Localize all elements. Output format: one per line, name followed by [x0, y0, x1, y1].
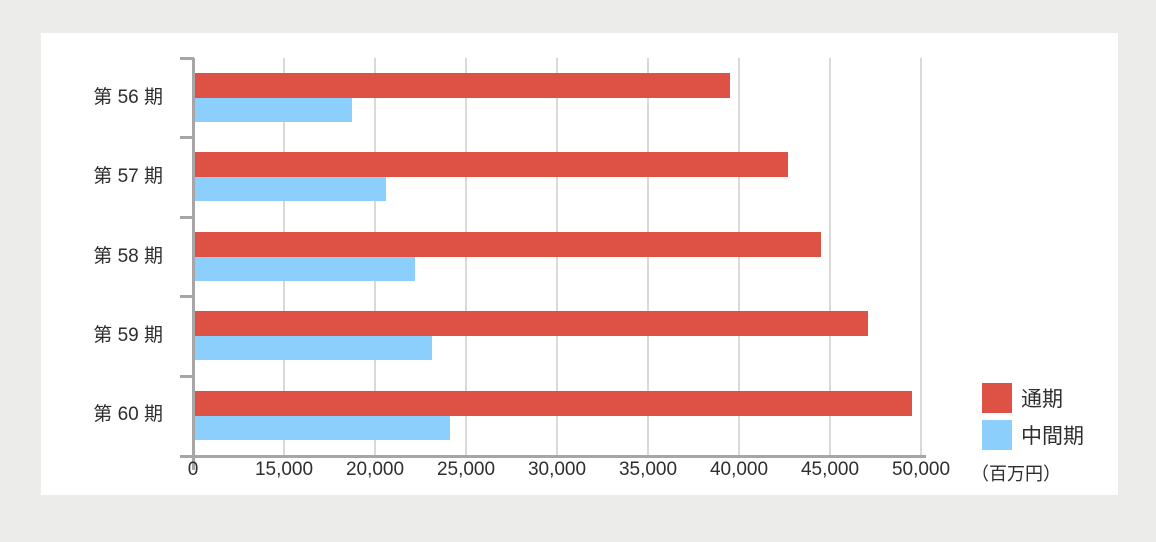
bar-full-year [195, 311, 868, 337]
x-tick-label: 30,000 [527, 459, 587, 480]
legend-label: 中間期 [1021, 425, 1084, 448]
category-tick [180, 374, 194, 378]
chart-panel: 第 56 期第 57 期第 58 期第 59 期第 60 期 0 15,000 20… [41, 33, 1118, 495]
category-tick [180, 295, 194, 299]
category-tick [180, 215, 194, 219]
bar-interim [195, 415, 450, 440]
gridline-45000 [829, 58, 831, 455]
x-tick-label: 20,000 [345, 459, 405, 480]
category-label: 第 57 期 [93, 166, 163, 188]
bar-full-year [195, 152, 788, 178]
category-label: 第 58 期 [93, 245, 163, 267]
category-tick [180, 57, 194, 60]
x-tick-label: 45,000 [800, 459, 860, 480]
gridline-50000 [920, 58, 922, 455]
legend-item-full-year: 通期 [982, 383, 1084, 413]
bar-full-year [195, 390, 912, 416]
category-label: 第 56 期 [93, 86, 163, 108]
bar-full-year [195, 73, 730, 98]
x-axis-line [180, 455, 926, 458]
category-tick [180, 136, 194, 140]
category-label: 第 59 期 [93, 324, 163, 346]
axis-unit-label: （百万円） [971, 464, 1061, 484]
bar-interim [195, 177, 386, 202]
full-year-swatch-icon [982, 383, 1012, 413]
legend-label: 通期 [1021, 388, 1063, 411]
bar-interim [195, 336, 432, 361]
x-tick-label: 40,000 [709, 459, 769, 480]
x-tick-label: 50,000 [891, 459, 951, 480]
x-tick-label: 25,000 [436, 459, 496, 480]
x-tick-label: 0 [187, 459, 199, 480]
x-tick-label: 15,000 [254, 459, 314, 480]
y-axis-line [192, 58, 195, 470]
x-tick-label: 35,000 [618, 459, 678, 480]
bar-full-year [195, 231, 821, 257]
legend: 通期 中間期 [982, 383, 1084, 457]
bar-interim [195, 256, 415, 281]
interim-swatch-icon [982, 420, 1012, 450]
legend-item-interim: 中間期 [982, 420, 1084, 450]
category-label: 第 60 期 [93, 404, 163, 426]
bar-interim [195, 98, 352, 122]
